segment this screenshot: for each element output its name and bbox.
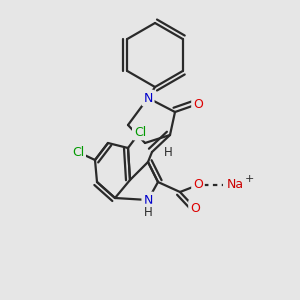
Text: +: + [244, 174, 254, 184]
Text: H: H [144, 206, 152, 218]
Text: O: O [190, 202, 200, 214]
Text: N: N [143, 194, 153, 206]
Text: O: O [193, 98, 203, 110]
Text: N: N [143, 92, 153, 104]
Text: O: O [193, 178, 203, 191]
Text: Cl: Cl [72, 146, 84, 158]
Text: Na: Na [226, 178, 244, 191]
Text: Cl: Cl [134, 125, 146, 139]
Text: H: H [164, 146, 172, 158]
